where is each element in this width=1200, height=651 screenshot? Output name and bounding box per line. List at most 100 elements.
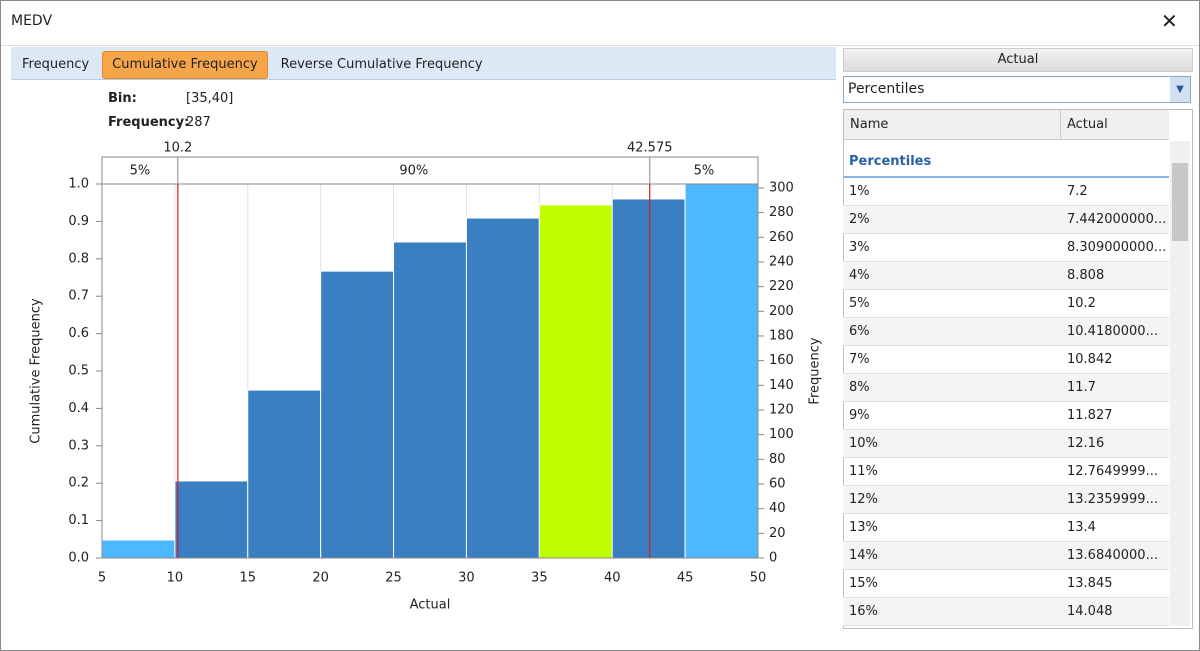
cell: 12%	[849, 492, 878, 507]
table-row[interactable]: 9% 11.827	[843, 402, 1169, 430]
y2-tick-label: 80	[769, 452, 786, 467]
y2-tick-label: 240	[769, 254, 794, 269]
y-tick-label: 0.8	[68, 251, 89, 266]
table-row[interactable]: 10% 12.16	[843, 430, 1169, 458]
cell: 13.845	[1067, 576, 1113, 591]
window-title: MEDV	[11, 13, 53, 29]
cell: 6%	[849, 324, 870, 339]
y-tick-label: 0.7	[68, 289, 89, 304]
scrollbar[interactable]	[1170, 141, 1190, 626]
tooltip-value: [35,40]	[186, 91, 234, 106]
group-underline	[844, 176, 1169, 178]
cell: 15%	[849, 576, 878, 591]
table-row[interactable]: 1% 7.2	[843, 178, 1169, 206]
y-tick-label: 0.9	[68, 214, 89, 229]
y-tick-label: 0.6	[68, 326, 89, 341]
cell: 12.7649999...	[1067, 464, 1158, 479]
table-row[interactable]: 6% 10.4180000...	[843, 318, 1169, 346]
table-row[interactable]: 13% 13.4	[843, 514, 1169, 542]
table-row[interactable]: 12% 13.2359999...	[843, 486, 1169, 514]
bar	[611, 198, 686, 559]
bar	[538, 204, 613, 559]
y2-tick-label: 140	[769, 378, 794, 393]
panel-header: Actual	[843, 48, 1193, 72]
y2-tick-label: 260	[769, 230, 794, 245]
dropdown-arrow[interactable]: ▼	[1170, 77, 1190, 102]
column-divider	[1060, 110, 1061, 139]
cell: 9%	[849, 408, 870, 423]
cell: 14%	[849, 548, 878, 563]
region-label: 5%	[130, 164, 151, 179]
divider	[1, 45, 1199, 46]
bar	[465, 217, 540, 559]
cell: 14.048	[1067, 604, 1113, 619]
cell: 10.4180000...	[1067, 324, 1158, 339]
table-row[interactable]: 14% 13.6840000...	[843, 542, 1169, 570]
cell: 5%	[849, 296, 870, 311]
region-label: 90%	[399, 164, 428, 179]
bar	[393, 241, 467, 559]
scroll-thumb[interactable]	[1172, 163, 1188, 241]
y2-tick-label: 40	[769, 501, 786, 516]
table-row[interactable]: 8% 11.7	[843, 374, 1169, 402]
cell: 1%	[849, 184, 870, 199]
y2-tick-label: 220	[769, 279, 794, 294]
table-row[interactable]: 2% 7.442000000...	[843, 206, 1169, 234]
y-tick-label: 0.0	[68, 551, 89, 566]
cell: 7.442000000...	[1067, 212, 1167, 227]
cell: 11.827	[1067, 408, 1113, 423]
tab-strip: Frequency Cumulative Frequency Reverse Cum…	[11, 47, 836, 80]
y-axis-title: Cumulative Frequency	[29, 298, 44, 444]
table-header: Name Actual	[844, 110, 1169, 140]
tooltip-label: Frequency:	[108, 115, 190, 130]
bar	[684, 183, 759, 559]
table-row[interactable]: 11% 12.7649999...	[843, 458, 1169, 486]
column-header[interactable]: Name	[850, 117, 889, 132]
cell: 10.2	[1067, 296, 1096, 311]
dropdown-value: Percentiles	[848, 81, 925, 97]
cell: 7.2	[1067, 184, 1088, 199]
close-button[interactable]: ✕	[1161, 9, 1178, 33]
tab[interactable]: Frequency	[22, 57, 90, 72]
table-row[interactable]: 15% 13.845	[843, 570, 1169, 598]
tab[interactable]: Cumulative Frequency	[102, 51, 268, 79]
tab[interactable]: Reverse Cumulative Frequency	[280, 57, 483, 72]
tooltip-value: 287	[186, 115, 211, 130]
cell: 8.808	[1067, 268, 1105, 283]
table-row[interactable]: 5% 10.2	[843, 290, 1169, 318]
table-row[interactable]: 3% 8.309000000...	[843, 234, 1169, 262]
table-body: 1% 7.2 2% 7.442000000... 3% 8.309000000... 4% 8…	[843, 178, 1169, 626]
table-row[interactable]: 16% 14.048	[843, 598, 1169, 626]
bar	[101, 539, 176, 559]
table-row[interactable]: 7% 10.842	[843, 346, 1169, 374]
y2-tick-label: 300	[769, 180, 794, 195]
cell: 2%	[849, 212, 870, 227]
cell: 11%	[849, 464, 878, 479]
x-tick-label: 30	[458, 571, 475, 586]
y2-tick-label: 120	[769, 402, 794, 417]
y2-tick-label: 200	[769, 304, 794, 319]
x-axis-title: Actual	[410, 598, 451, 613]
x-tick-label: 5	[98, 571, 106, 586]
cell: 8%	[849, 380, 870, 395]
tooltip-label: Bin:	[108, 91, 137, 106]
cell: 13.4	[1067, 520, 1096, 535]
cell: 12.16	[1067, 436, 1105, 451]
percentile-label: 42.575	[627, 141, 673, 156]
cell: 16%	[849, 604, 878, 619]
bar	[247, 389, 322, 559]
percentile-strip	[101, 156, 759, 185]
chart: 5 10 15 20 25 30 35 40 45 50 0.0 0.1 0.2 0.3 0.4 0.5 0.6…	[29, 141, 823, 613]
column-header[interactable]: Actual	[1067, 117, 1108, 132]
bar	[320, 270, 395, 559]
cell: 7%	[849, 352, 870, 367]
y2-tick-label: 180	[769, 328, 794, 343]
dropdown[interactable]: Percentiles ▼	[843, 76, 1191, 103]
x-tick-label: 10	[167, 571, 184, 586]
table-row[interactable]: 4% 8.808	[843, 262, 1169, 290]
y2-tick-label: 160	[769, 353, 794, 368]
cell: 13.6840000...	[1067, 548, 1158, 563]
x-tick-label: 35	[531, 571, 548, 586]
x-tick-label: 50	[750, 571, 767, 586]
